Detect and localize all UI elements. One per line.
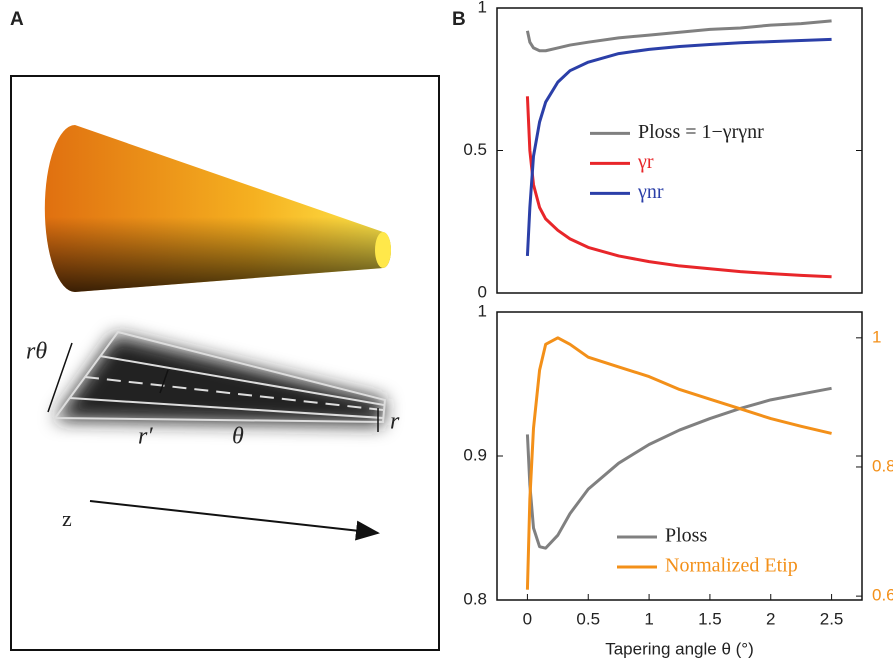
y-tick-label: 0.8 [463, 589, 487, 608]
x-tick-label: 1 [644, 609, 653, 628]
x-tick-label: 0 [523, 609, 532, 628]
x-tick-label: 2 [766, 609, 775, 628]
dimension-lines [47, 342, 379, 432]
y2-tick-label: 0.8 [872, 456, 893, 475]
series-line [525, 96, 832, 279]
series-line [525, 336, 832, 590]
diagram-label: r′ [138, 424, 153, 450]
x-tick-label: 0.5 [576, 609, 600, 628]
y-tick-label: 1 [478, 301, 487, 320]
y-tick-label: 0.5 [463, 140, 487, 159]
wedge-shadow [55, 335, 385, 425]
legend-label: γr [637, 151, 654, 173]
diagram-label: r [390, 409, 400, 435]
y-tick-label: 1 [478, 0, 487, 16]
diagram-label: θ [232, 424, 244, 450]
diagram-label: z [62, 506, 72, 531]
legend-label: Ploss [665, 525, 707, 547]
series-line [525, 37, 832, 257]
cone-tip [375, 232, 391, 268]
legend-label: Ploss = 1−γrγnr [638, 121, 764, 143]
y2-tick-label: 0.6 [872, 586, 893, 605]
diagram-label: rθ [26, 339, 47, 365]
cone-shade [44, 125, 392, 293]
panel-label: A [10, 9, 24, 30]
diagram-frame [10, 75, 440, 651]
diagram: rθ r′ θ r z [10, 75, 440, 651]
legend-label: Normalized Etip [665, 555, 798, 577]
legend-label: γnr [637, 181, 664, 203]
series-line [525, 386, 832, 550]
y2-tick-label: 1 [872, 327, 881, 346]
series-line [525, 19, 832, 53]
x-axis-label: Tapering angle θ (°) [605, 639, 754, 658]
wedge-lines [53, 330, 387, 424]
x-tick-label: 1.5 [698, 609, 722, 628]
y-tick-label: 0.9 [463, 445, 487, 464]
y-tick-label: 0 [478, 282, 487, 301]
z-arrow [89, 500, 380, 541]
x-tick-label: 2.5 [820, 609, 844, 628]
panel-label: B [452, 9, 466, 30]
